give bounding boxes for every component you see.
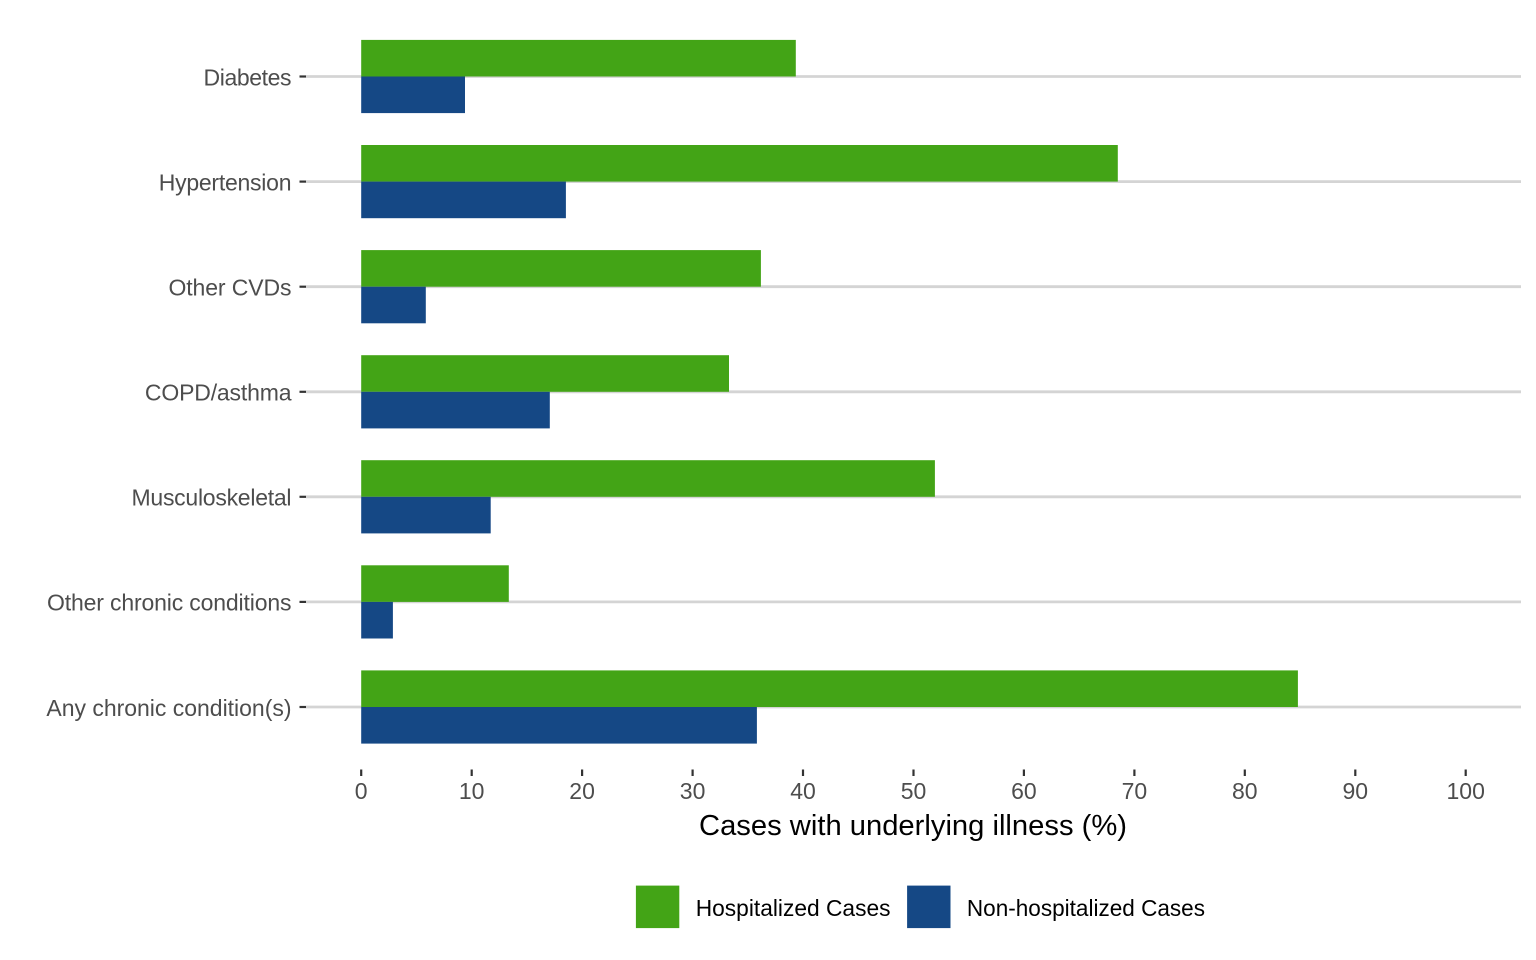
svg-text:Diabetes: Diabetes bbox=[204, 64, 292, 90]
svg-text:Hypertension: Hypertension bbox=[159, 169, 292, 195]
svg-text:40: 40 bbox=[790, 778, 816, 804]
svg-text:Other CVDs: Other CVDs bbox=[169, 275, 292, 301]
svg-text:Any chronic condition(s): Any chronic condition(s) bbox=[46, 695, 291, 721]
svg-text:100: 100 bbox=[1447, 778, 1485, 804]
svg-text:10: 10 bbox=[459, 778, 485, 804]
svg-text:0: 0 bbox=[355, 778, 368, 804]
svg-text:Hospitalized Cases: Hospitalized Cases bbox=[696, 895, 891, 921]
svg-text:80: 80 bbox=[1232, 778, 1258, 804]
svg-text:70: 70 bbox=[1122, 778, 1148, 804]
svg-text:Musculoskeletal: Musculoskeletal bbox=[132, 485, 292, 511]
svg-text:90: 90 bbox=[1343, 778, 1369, 804]
svg-text:Non-hospitalized Cases: Non-hospitalized Cases bbox=[967, 895, 1205, 921]
svg-text:Other chronic conditions: Other chronic conditions bbox=[47, 590, 292, 616]
svg-text:Cases with underlying illness: Cases with underlying illness (%) bbox=[699, 810, 1127, 842]
svg-text:50: 50 bbox=[901, 778, 927, 804]
svg-text:30: 30 bbox=[680, 778, 706, 804]
svg-text:20: 20 bbox=[569, 778, 595, 804]
svg-text:60: 60 bbox=[1011, 778, 1037, 804]
svg-text:COPD/asthma: COPD/asthma bbox=[145, 380, 292, 406]
